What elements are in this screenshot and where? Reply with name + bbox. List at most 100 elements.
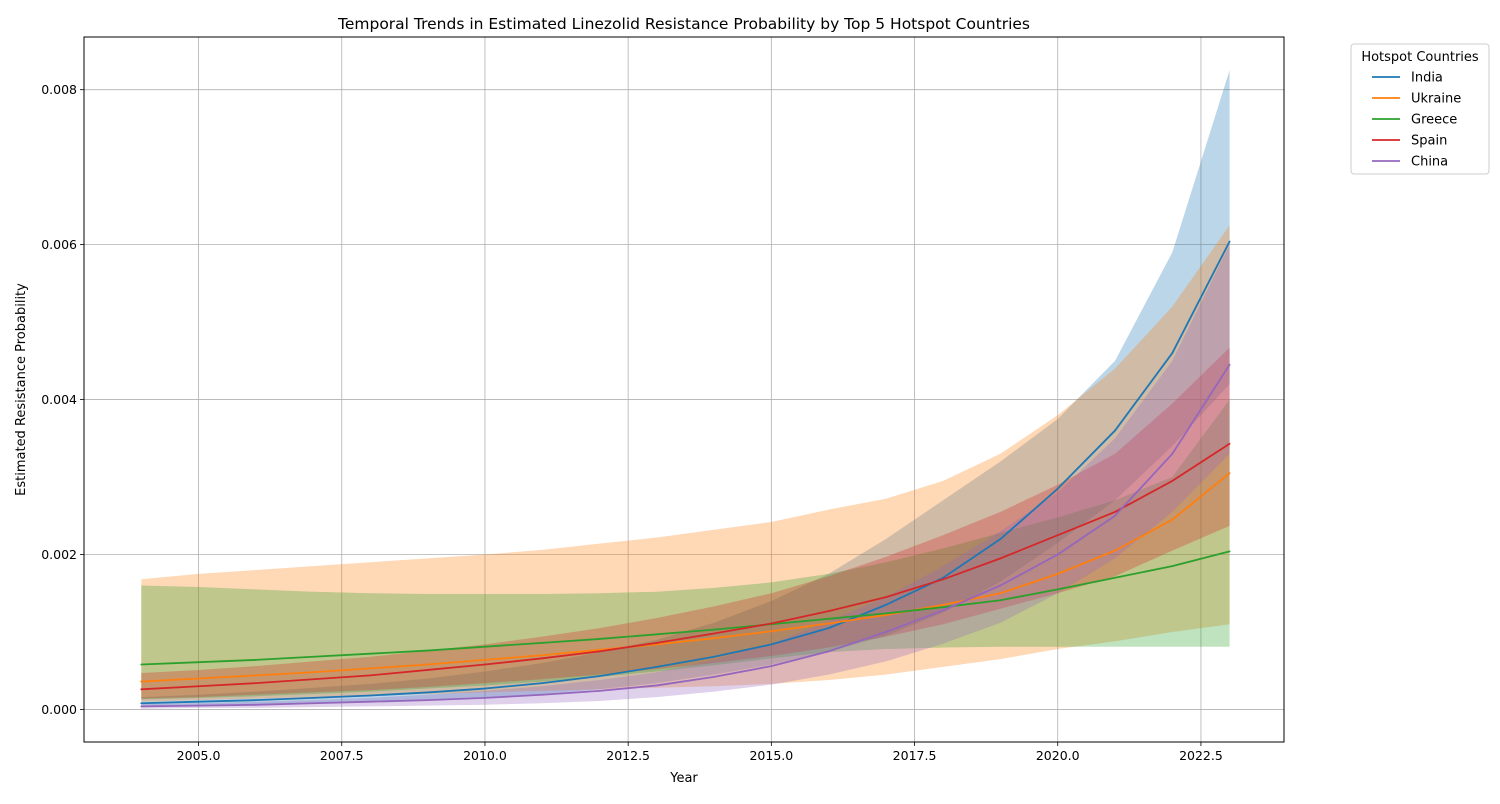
spain-point bbox=[541, 657, 544, 660]
ukraine-point bbox=[942, 603, 945, 606]
x-tick-label: 2020.0 bbox=[1036, 748, 1080, 763]
ukraine-point bbox=[312, 671, 315, 674]
china-point bbox=[312, 702, 315, 705]
china-point bbox=[655, 684, 658, 687]
spain-point bbox=[827, 610, 830, 612]
china-point bbox=[426, 699, 429, 702]
india-point bbox=[140, 702, 143, 705]
india-point bbox=[1228, 240, 1231, 243]
india-point bbox=[1056, 487, 1059, 490]
greece-point bbox=[369, 652, 372, 655]
ukraine-point bbox=[1171, 518, 1174, 521]
india-point bbox=[426, 691, 429, 694]
india-point bbox=[999, 538, 1002, 540]
india-point bbox=[598, 675, 601, 678]
greece-point bbox=[999, 599, 1002, 602]
x-tick-label: 2012.5 bbox=[606, 748, 650, 763]
china-point bbox=[140, 705, 143, 708]
greece-point bbox=[655, 633, 658, 636]
y-axis-label: Estimated Resistance Probability bbox=[14, 283, 29, 496]
y-tick-label: 0.000 bbox=[41, 702, 77, 717]
ukraine-point bbox=[885, 614, 887, 616]
china-point bbox=[369, 700, 372, 703]
china-point bbox=[1228, 363, 1231, 366]
ukraine-point bbox=[369, 667, 372, 670]
axis-ticks: 2005.0 2007.5 2010.0 2012.5 2015.0 2017.5 2020… bbox=[41, 82, 1223, 763]
greece-point bbox=[426, 649, 429, 652]
ukraine-point bbox=[426, 663, 429, 666]
ukraine-confidence-band bbox=[141, 225, 1230, 702]
spain-line bbox=[141, 442, 1231, 691]
china-point bbox=[885, 631, 887, 633]
china-point bbox=[598, 689, 601, 692]
china-point bbox=[484, 696, 486, 699]
india-point bbox=[1114, 429, 1116, 432]
confidence-bands bbox=[141, 70, 1230, 709]
spain-point bbox=[426, 669, 429, 671]
spain-point bbox=[885, 596, 887, 599]
india-point bbox=[885, 603, 887, 606]
legend-label-ukraine: Ukraine bbox=[1411, 92, 1461, 107]
ukraine-point bbox=[254, 674, 257, 677]
legend-label-india: India bbox=[1411, 71, 1443, 86]
india-point bbox=[713, 655, 715, 658]
india-confidence-band bbox=[141, 70, 1230, 707]
spain-point bbox=[655, 641, 658, 644]
china-point bbox=[541, 693, 544, 696]
greece-point bbox=[140, 663, 143, 666]
greece-point bbox=[484, 645, 486, 648]
india-point bbox=[484, 687, 486, 690]
ukraine-point bbox=[1228, 472, 1231, 475]
greece-point bbox=[1056, 588, 1059, 591]
china-point bbox=[770, 665, 773, 667]
china-point bbox=[197, 704, 200, 707]
china-point bbox=[713, 676, 715, 678]
ukraine-point bbox=[999, 592, 1002, 595]
india-point bbox=[254, 699, 257, 702]
greece-point bbox=[254, 658, 257, 661]
legend-label-greece: Greece bbox=[1411, 113, 1457, 128]
china-point bbox=[1171, 452, 1174, 455]
series-lines bbox=[140, 240, 1231, 708]
x-axis-label: Year bbox=[669, 771, 698, 786]
legend-entries: India Ukraine Greece Spain China bbox=[1372, 71, 1461, 170]
x-tick-label: 2005.0 bbox=[177, 748, 221, 763]
india-point bbox=[541, 682, 544, 685]
spain-point bbox=[770, 622, 773, 625]
spain-point bbox=[713, 632, 715, 635]
spain-point bbox=[312, 678, 315, 681]
india-point bbox=[655, 665, 658, 668]
ukraine-point bbox=[140, 680, 143, 683]
china-line bbox=[141, 364, 1231, 708]
legend-label-china: China bbox=[1411, 155, 1448, 170]
spain-point bbox=[140, 688, 143, 691]
greece-point bbox=[598, 638, 601, 640]
greece-point bbox=[1228, 550, 1231, 553]
china-confidence-band bbox=[141, 244, 1230, 709]
spain-point bbox=[1114, 511, 1116, 513]
greece-point bbox=[312, 655, 315, 658]
spain-point bbox=[942, 578, 945, 581]
x-tick-label: 2015.0 bbox=[749, 748, 793, 763]
legend-title: Hotspot Countries bbox=[1361, 50, 1479, 65]
india-point bbox=[369, 694, 372, 697]
china-point bbox=[942, 609, 945, 612]
ukraine-point bbox=[827, 622, 830, 625]
india-point bbox=[312, 696, 315, 699]
legend-label-spain: Spain bbox=[1411, 134, 1447, 149]
x-tick-label: 2007.5 bbox=[320, 748, 364, 763]
y-tick-label: 0.004 bbox=[41, 392, 77, 407]
ukraine-point bbox=[541, 654, 544, 657]
india-point bbox=[770, 643, 773, 646]
ukraine-point bbox=[598, 648, 601, 651]
ukraine-point bbox=[484, 658, 486, 661]
greece-point bbox=[942, 606, 945, 609]
ukraine-point bbox=[770, 630, 773, 633]
spain-point bbox=[1056, 534, 1059, 537]
spain-point bbox=[1228, 442, 1231, 445]
grid-layer bbox=[84, 37, 1284, 742]
spain-point bbox=[254, 682, 257, 685]
greece-point bbox=[827, 617, 830, 620]
